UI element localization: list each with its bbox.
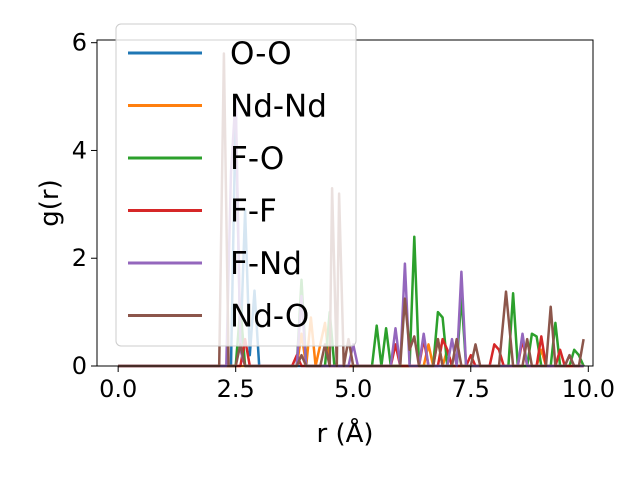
- legend-label-nd-o: Nd-O: [230, 299, 309, 335]
- x-tick-label: 5.0: [334, 375, 372, 403]
- y-tick-label: 0: [72, 352, 87, 380]
- x-tick-label: 0.0: [99, 375, 137, 403]
- legend-label-f-o: F-O: [230, 141, 284, 177]
- legend-label-f-f: F-F: [230, 194, 277, 230]
- x-axis-label: r (Å): [316, 417, 373, 449]
- y-tick-label: 6: [72, 29, 87, 57]
- ticks-layer: 0.0 2.5 5.0 7.5 10.0 0 2 4 6: [72, 29, 615, 403]
- legend: O-O Nd-Nd F-O F-F F-Nd Nd-O: [115, 23, 357, 347]
- y-tick-label: 2: [72, 244, 87, 272]
- y-tick-label: 4: [72, 136, 87, 164]
- x-tick-label: 2.5: [217, 375, 255, 403]
- legend-label-nd-nd: Nd-Nd: [230, 89, 327, 125]
- y-axis-label: g(r): [35, 179, 65, 226]
- legend-label-o-o: O-O: [230, 36, 292, 72]
- x-tick-label: 10.0: [562, 375, 615, 403]
- legend-label-f-nd: F-Nd: [230, 246, 302, 282]
- x-tick-label: 7.5: [452, 375, 490, 403]
